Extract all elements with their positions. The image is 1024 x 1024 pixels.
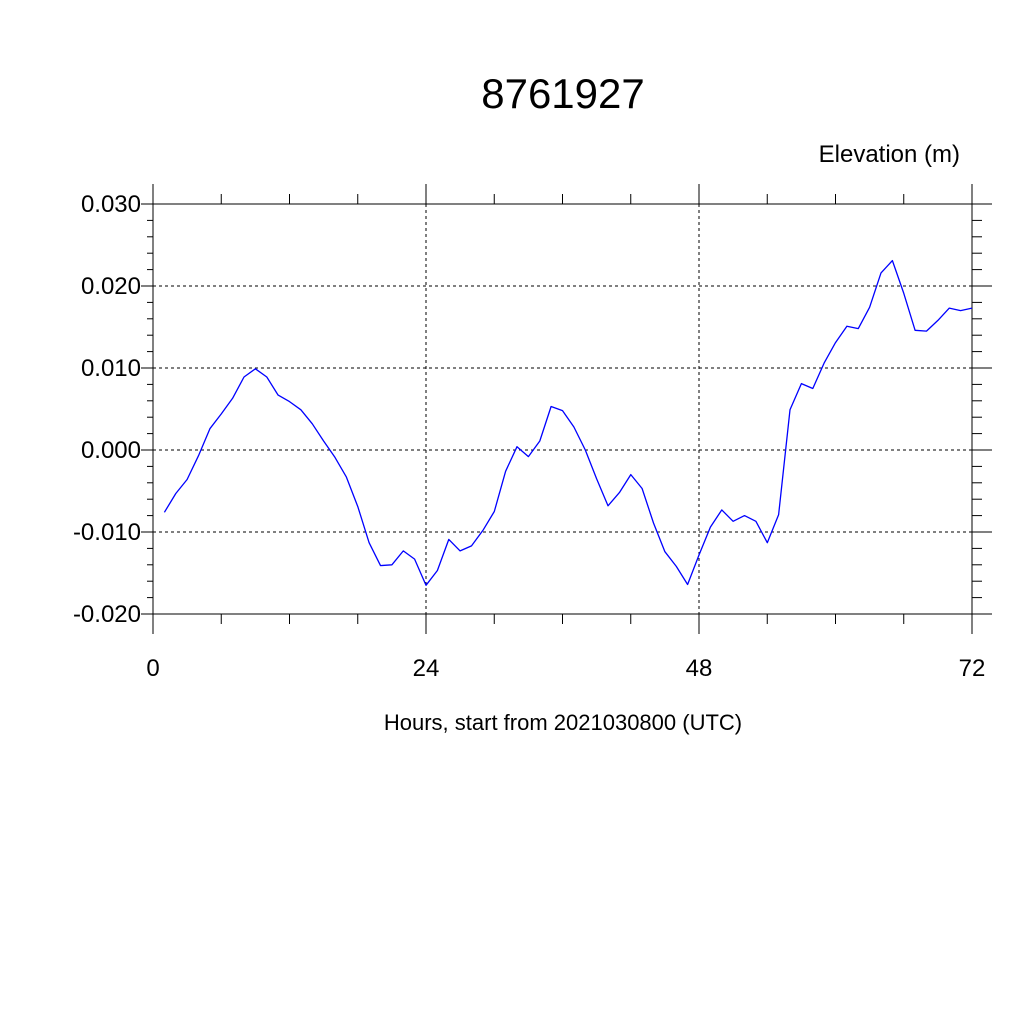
y-tick-label: -0.020 — [73, 601, 141, 628]
x-tick-label: 72 — [959, 655, 986, 682]
axis-ticks — [141, 184, 992, 634]
y-tick-label: 0.000 — [81, 437, 141, 464]
x-tick-label: 48 — [686, 655, 713, 682]
y-tick-label: 0.030 — [81, 191, 141, 218]
series-line — [163, 259, 973, 586]
x-tick-label: 0 — [146, 655, 159, 682]
y-axis-label: Elevation (m) — [819, 141, 960, 168]
x-axis-label: Hours, start from 2021030800 (UTC) — [384, 710, 742, 735]
grid — [152, 203, 973, 615]
tick-labels: -0.020 -0.010 0.000 0.010 0.020 0.030 0 24 48 72 — [73, 191, 985, 682]
x-tick-label: 24 — [413, 655, 440, 682]
chart-title: 8761927 — [481, 70, 645, 117]
y-tick-label: 0.010 — [81, 355, 141, 382]
series-layer — [163, 259, 973, 586]
y-tick-label: -0.010 — [73, 519, 141, 546]
y-tick-label: 0.020 — [81, 273, 141, 300]
plot-frame — [152, 203, 973, 615]
